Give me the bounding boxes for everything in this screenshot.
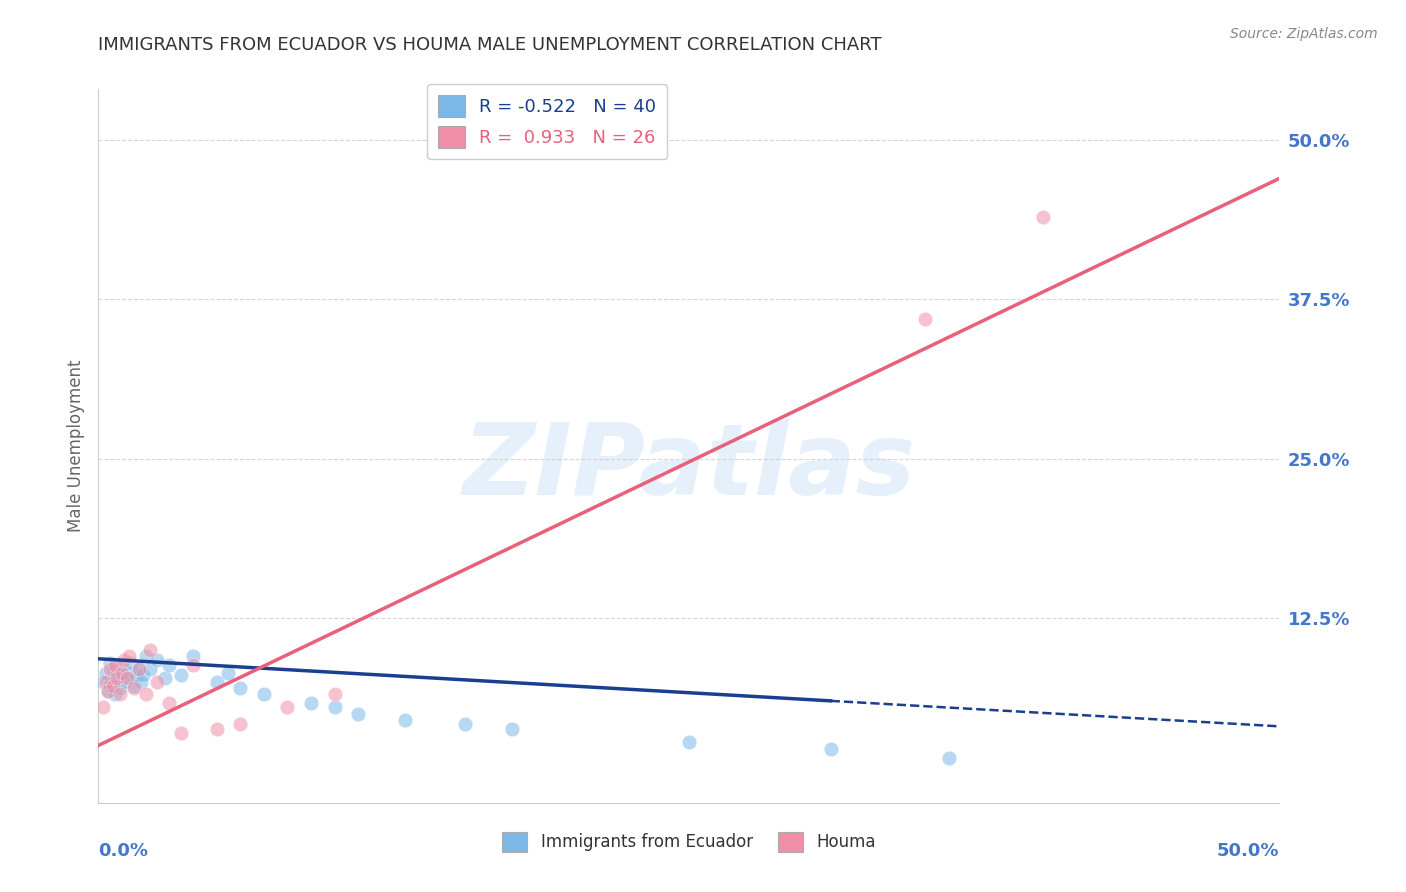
Text: Source: ZipAtlas.com: Source: ZipAtlas.com (1230, 27, 1378, 41)
Point (146, 653, 169, 667)
Point (146, 674, 169, 689)
Point (299, 697, 322, 711)
Point (1032, 210, 1054, 224)
Point (132, 668, 155, 682)
Point (276, 700, 298, 714)
Point (94, 674, 117, 689)
Point (91, 700, 114, 714)
Point (115, 665, 138, 679)
Point (104, 658, 127, 673)
Point (914, 311, 936, 326)
Point (129, 674, 152, 689)
Point (153, 671, 176, 685)
Point (157, 697, 180, 711)
Point (181, 658, 204, 673)
Point (205, 722, 228, 736)
Point (111, 665, 134, 680)
Point (181, 649, 204, 664)
Point (135, 649, 157, 664)
Point (111, 658, 134, 673)
Point (115, 671, 138, 685)
Point (122, 681, 145, 695)
Point (104, 671, 127, 685)
Point (170, 725, 193, 739)
Point (501, 722, 523, 736)
Text: IMMIGRANTS FROM ECUADOR VS HOUMA MALE UNEMPLOYMENT CORRELATION CHART: IMMIGRANTS FROM ECUADOR VS HOUMA MALE UN… (98, 36, 882, 54)
Point (253, 688, 276, 702)
Point (112, 674, 135, 689)
Point (101, 679, 124, 693)
Point (139, 643, 162, 657)
Point (347, 706, 370, 721)
Point (98, 679, 121, 693)
Point (323, 688, 346, 702)
Point (108, 681, 131, 695)
Point (105, 671, 128, 685)
Text: 0.0%: 0.0% (98, 842, 149, 860)
Point (128, 662, 150, 676)
Point (94, 665, 117, 680)
Point (118, 671, 141, 685)
Point (128, 662, 150, 676)
Point (97, 683, 120, 698)
Point (229, 681, 252, 695)
Point (217, 665, 239, 680)
Text: ZIPatlas: ZIPatlas (463, 419, 915, 516)
Point (104, 688, 127, 702)
Y-axis label: Male Unemployment: Male Unemployment (66, 359, 84, 533)
Point (118, 649, 141, 664)
Point (453, 716, 475, 731)
Point (98, 656, 121, 670)
Point (91, 674, 114, 689)
Text: 50.0%: 50.0% (1218, 842, 1279, 860)
Point (229, 716, 252, 731)
Point (101, 662, 124, 676)
Point (678, 734, 700, 748)
Point (98, 662, 121, 676)
Point (97, 683, 120, 698)
Point (205, 674, 228, 689)
Point (108, 688, 131, 702)
Point (125, 668, 148, 682)
Point (105, 668, 128, 682)
Point (121, 656, 143, 670)
Point (820, 742, 842, 756)
Point (394, 713, 416, 727)
Point (170, 668, 193, 682)
Point (938, 751, 960, 765)
Point (135, 688, 157, 702)
Legend: Immigrants from Ecuador, Houma: Immigrants from Ecuador, Houma (496, 825, 882, 859)
Point (139, 662, 162, 676)
Point (323, 700, 346, 714)
Point (122, 679, 145, 693)
Point (112, 653, 135, 667)
Point (157, 658, 180, 673)
